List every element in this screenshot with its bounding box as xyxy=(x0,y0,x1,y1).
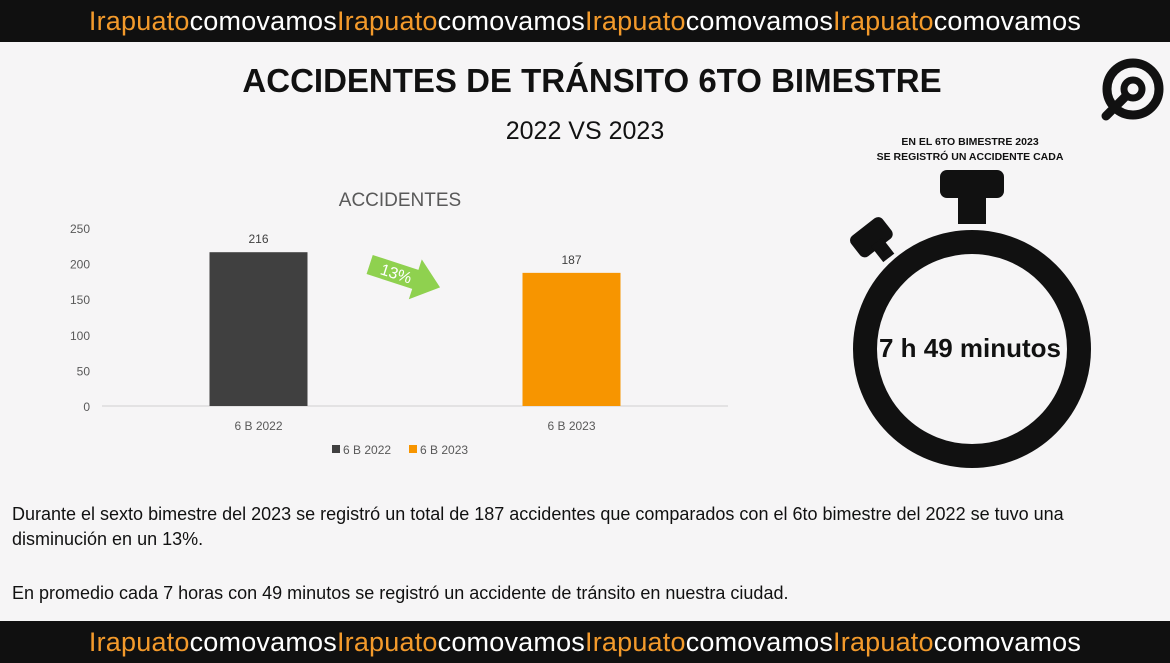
banner-segment: comovamos xyxy=(189,5,337,36)
timer-caption-line2: SE REGISTRÓ UN ACCIDENTE CADA xyxy=(876,151,1064,163)
legend-label: 6 B 2023 xyxy=(420,443,468,457)
top-banner: Irapuato comovamos Irapuato comovamos Irapua… xyxy=(0,0,1170,42)
x-tick-label: 6 B 2022 xyxy=(234,419,282,433)
summary-paragraph: Durante el sexto bimestre del 2023 se re… xyxy=(12,504,1064,549)
legend-swatch xyxy=(332,445,340,453)
legend-label: 6 B 2022 xyxy=(343,443,391,457)
banner-segment: Irapuato xyxy=(833,5,934,36)
y-tick-label: 100 xyxy=(70,329,90,343)
y-tick-label: 50 xyxy=(77,364,91,378)
banner-segment: Irapuato xyxy=(336,5,438,36)
banner-segment: comovamos xyxy=(685,626,834,657)
banner-segment: Irapuato xyxy=(833,626,934,657)
banner-segment: Irapuato xyxy=(585,626,686,657)
timer-value: 7 h 49 minutos xyxy=(878,333,1062,363)
bottom-banner: Irapuato comovamos Irapuato comovamos Irapua… xyxy=(0,621,1170,663)
data-label: 187 xyxy=(561,253,581,267)
x-tick-label: 6 B 2023 xyxy=(547,419,595,433)
bar-1 xyxy=(209,252,308,406)
annotation-label: 13% xyxy=(378,262,414,288)
banner-segment: comovamos xyxy=(437,626,585,657)
timer-caption-line1: EN EL 6TO BIMESTRE 2023 xyxy=(901,136,1039,148)
banner-segment: comovamos xyxy=(437,5,585,36)
bar-2 xyxy=(522,272,621,406)
banner-segment: Irapuato xyxy=(88,5,190,36)
page-subtitle: 2022 VS 2023 xyxy=(505,117,665,145)
banner-segment: Irapuato xyxy=(88,626,190,657)
banner-segment: Irapuato xyxy=(336,626,438,657)
page-title: ACCIDENTES DE TRÁNSITO 6TO BIMESTRE xyxy=(242,62,942,99)
cv-logo-icon xyxy=(1101,58,1164,121)
accidents-chart: ACCIDENTES 0 50 100 150 200 250 216 6 B 2022 187 6… xyxy=(40,180,760,480)
chart-title: ACCIDENTES xyxy=(339,190,461,211)
banner-segment: comovamos xyxy=(933,5,1082,36)
average-paragraph: En promedio cada 7 horas con 49 minutos … xyxy=(12,583,789,603)
banner-segment: comovamos xyxy=(933,626,1082,657)
banner-segment: comovamos xyxy=(685,5,834,36)
banner-segment: Irapuato xyxy=(585,5,686,36)
y-tick-label: 250 xyxy=(70,222,90,236)
stopwatch-icon xyxy=(850,170,1091,468)
timer-caption: EN EL 6TO BIMESTRE 2023 SE REGISTRÓ UN A… xyxy=(845,135,1095,165)
down-arrow-icon: 13% xyxy=(366,254,441,300)
y-tick-label: 200 xyxy=(70,258,90,272)
legend-swatch xyxy=(409,445,417,453)
data-label: 216 xyxy=(248,232,268,246)
banner-segment: comovamos xyxy=(189,626,337,657)
y-tick-label: 0 xyxy=(83,400,90,414)
y-tick-label: 150 xyxy=(70,293,90,307)
arrow-shape xyxy=(366,254,441,300)
